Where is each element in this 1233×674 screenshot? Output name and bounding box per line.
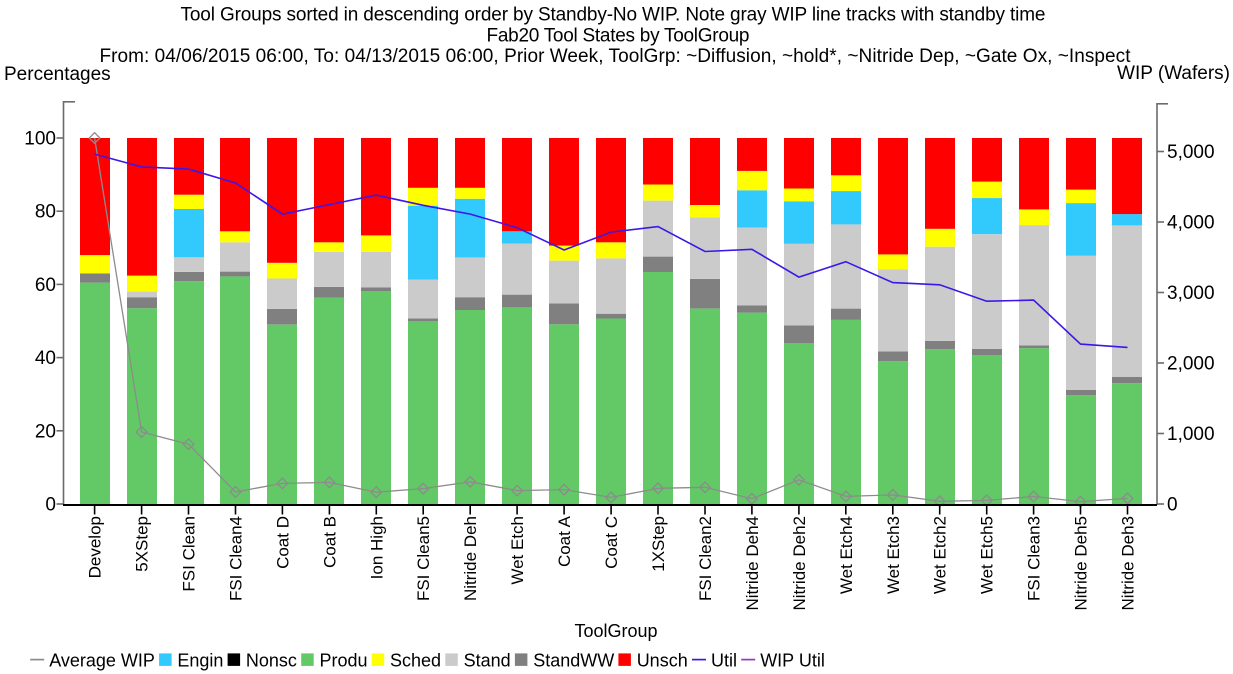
svg-text:Nitride Deh3: Nitride Deh3 (1119, 516, 1138, 611)
svg-text:FSI Clean2: FSI Clean2 (696, 516, 715, 601)
svg-text:FSI Clean4: FSI Clean4 (227, 516, 246, 601)
svg-text:Unsch: Unsch (637, 650, 688, 670)
svg-text:ToolGroup: ToolGroup (574, 621, 657, 641)
svg-text:60: 60 (35, 275, 56, 296)
svg-text:3,000: 3,000 (1167, 283, 1215, 304)
svg-text:FSI Clean3: FSI Clean3 (1025, 516, 1044, 601)
svg-text:Wet Etch: Wet Etch (508, 516, 527, 585)
svg-text:Coat B: Coat B (320, 516, 339, 568)
svg-text:FSI Clean: FSI Clean (180, 516, 199, 592)
svg-text:80: 80 (35, 202, 56, 223)
svg-text:Util: Util (711, 650, 737, 670)
svg-text:0: 0 (1167, 495, 1178, 516)
svg-text:Nitride Deh: Nitride Deh (461, 516, 480, 601)
svg-text:Nitride Deh4: Nitride Deh4 (743, 516, 762, 611)
svg-text:Wet Etch4: Wet Etch4 (837, 516, 856, 594)
svg-text:100: 100 (24, 129, 56, 150)
svg-text:Coat A: Coat A (555, 515, 574, 567)
svg-text:From: 04/06/2015 06:00, To: 04: From: 04/06/2015 06:00, To: 04/13/2015 0… (100, 46, 1132, 67)
svg-text:Nitride Deh2: Nitride Deh2 (790, 516, 809, 611)
svg-text:Average WIP: Average WIP (49, 650, 155, 670)
svg-text:Coat C: Coat C (602, 516, 621, 569)
svg-text:Ion High: Ion High (367, 516, 386, 579)
svg-text:5XStep: 5XStep (133, 516, 152, 572)
svg-text:Tool Groups sorted in descendi: Tool Groups sorted in descending order b… (181, 5, 1046, 26)
svg-text:Wet Etch5: Wet Etch5 (978, 516, 997, 594)
svg-text:Develop: Develop (86, 516, 105, 578)
svg-text:1,000: 1,000 (1167, 424, 1215, 445)
svg-text:FSI Clean5: FSI Clean5 (414, 516, 433, 601)
svg-text:Coat D: Coat D (273, 516, 292, 569)
svg-text:StandWW: StandWW (533, 650, 614, 670)
svg-text:Stand: Stand (464, 650, 511, 670)
svg-text:0: 0 (45, 495, 56, 516)
svg-text:Nitride Deh5: Nitride Deh5 (1072, 516, 1091, 611)
svg-text:5,000: 5,000 (1167, 142, 1215, 163)
svg-text:Engin: Engin (177, 650, 223, 670)
svg-text:40: 40 (35, 348, 56, 369)
svg-text:1XStep: 1XStep (649, 516, 668, 572)
svg-text:Wet Etch3: Wet Etch3 (884, 516, 903, 594)
svg-text:4,000: 4,000 (1167, 213, 1215, 234)
svg-text:2,000: 2,000 (1167, 354, 1215, 375)
svg-text:Nonsc: Nonsc (246, 650, 297, 670)
svg-text:WIP (Wafers): WIP (Wafers) (1117, 63, 1230, 84)
svg-text:Sched: Sched (390, 650, 441, 670)
svg-text:20: 20 (35, 421, 56, 442)
svg-text:Produ: Produ (320, 650, 368, 670)
svg-text:WIP Util: WIP Util (760, 650, 825, 670)
svg-text:Percentages: Percentages (4, 64, 111, 85)
svg-text:Fab20 Tool States by ToolGroup: Fab20 Tool States by ToolGroup (487, 26, 750, 47)
svg-text:Wet Etch2: Wet Etch2 (931, 516, 950, 594)
